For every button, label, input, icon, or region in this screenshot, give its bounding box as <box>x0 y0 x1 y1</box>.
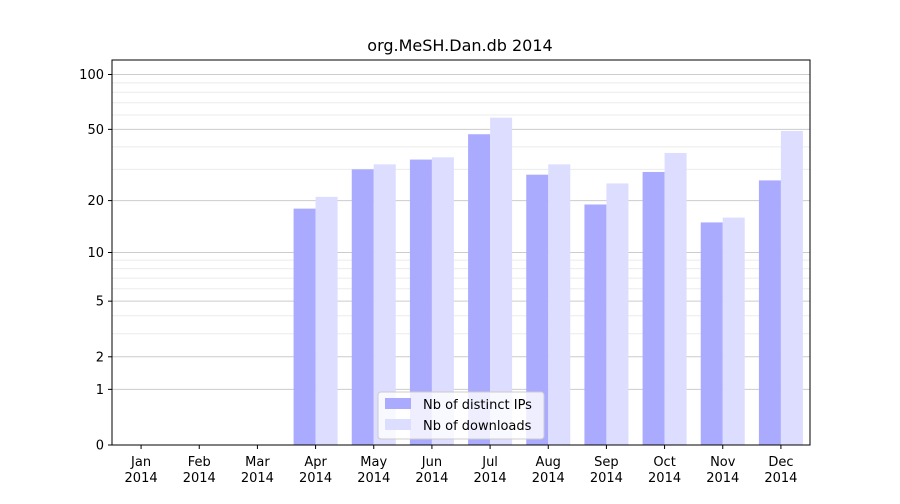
legend-label-downloads: Nb of downloads <box>423 419 532 434</box>
chart-title: org.MeSH.Dan.db 2014 <box>367 36 552 55</box>
x-tick-label-year: 2014 <box>474 471 507 486</box>
bar-downloads <box>373 164 396 445</box>
y-tick-label: 50 <box>87 123 104 138</box>
bar-distinct-ips <box>526 174 549 446</box>
x-tick-label-month: Feb <box>188 455 211 470</box>
bar-distinct-ips <box>293 208 316 445</box>
x-tick-label-year: 2014 <box>415 471 448 486</box>
bar-downloads <box>548 164 571 445</box>
legend-box <box>377 391 545 440</box>
x-tick-label-year: 2014 <box>357 471 390 486</box>
x-axis: Jan2014Feb2014Mar2014Apr2014May2014Jun20… <box>125 445 797 486</box>
bar-downloads <box>722 217 745 445</box>
x-tick-label-year: 2014 <box>299 471 332 486</box>
y-tick-label: 20 <box>87 194 104 209</box>
x-tick-label-year: 2014 <box>590 471 623 486</box>
grid-lines <box>112 74 810 390</box>
bar-distinct-ips <box>700 222 723 445</box>
bar-downloads <box>664 152 687 445</box>
y-tick-label: 0 <box>96 439 104 454</box>
x-tick-label-month: Nov <box>710 455 736 470</box>
x-tick-label-month: Oct <box>653 455 675 470</box>
x-tick-label-month: Dec <box>768 455 793 470</box>
bar-distinct-ips <box>409 159 432 445</box>
bar-downloads <box>431 157 454 445</box>
y-axis: 0 1 2 5 10 20 50 100 <box>79 68 112 454</box>
x-tick-label-year: 2014 <box>648 471 681 486</box>
x-tick-label-year: 2014 <box>532 471 565 486</box>
x-tick-label-year: 2014 <box>125 471 158 486</box>
bar-distinct-ips <box>758 180 781 446</box>
legend-label-distinct-ips: Nb of distinct IPs <box>423 398 532 413</box>
x-tick-label-month: Aug <box>536 455 561 470</box>
y-tick-label: 1 <box>96 383 104 398</box>
legend-swatch-downloads <box>385 419 411 430</box>
bar-distinct-ips <box>468 134 491 445</box>
bar-distinct-ips <box>584 204 607 445</box>
y-tick-label: 2 <box>96 350 104 365</box>
bar-distinct-ips <box>351 169 374 445</box>
y-tick-label: 5 <box>96 295 104 310</box>
x-tick-label-year: 2014 <box>764 471 797 486</box>
bar-downloads <box>780 130 803 445</box>
legend: Nb of distinct IPs Nb of downloads <box>377 391 545 440</box>
x-tick-label-year: 2014 <box>706 471 739 486</box>
bar-distinct-ips <box>642 171 665 445</box>
bars <box>293 117 803 446</box>
y-tick-label: 10 <box>87 246 104 261</box>
x-tick-label-month: Jul <box>481 455 498 470</box>
y-tick-label: 100 <box>79 68 104 83</box>
x-tick-label-month: Mar <box>245 455 270 470</box>
x-tick-label-year: 2014 <box>183 471 216 486</box>
bar-downloads <box>606 183 629 445</box>
bar-downloads <box>490 117 513 445</box>
x-tick-label-month: Sep <box>594 455 619 470</box>
x-tick-label-month: Jun <box>421 455 442 470</box>
x-tick-label-month: Apr <box>304 455 327 470</box>
x-tick-label-month: Jan <box>130 455 151 470</box>
x-tick-label-month: May <box>360 455 387 470</box>
x-tick-label-year: 2014 <box>241 471 274 486</box>
bar-downloads <box>315 196 338 445</box>
legend-swatch-distinct-ips <box>385 398 411 409</box>
